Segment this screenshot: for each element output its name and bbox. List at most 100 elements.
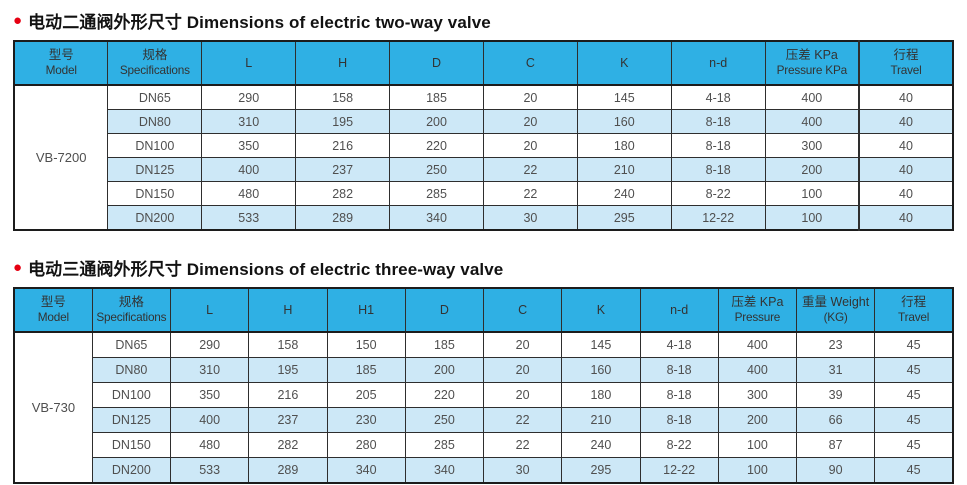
spec-cell: DN150 xyxy=(91,432,172,458)
value-cell: 100 xyxy=(717,432,798,458)
table-body: VB-7200 DN65 290 158 185 20 145 4-18 400 40 DN80 31… xyxy=(13,84,954,231)
value-cell: 12-22 xyxy=(670,205,766,231)
value-cell: 30 xyxy=(482,457,563,484)
value-cell: 295 xyxy=(576,205,672,231)
value-cell: 216 xyxy=(295,133,391,158)
column-header-line1: 行程 xyxy=(893,48,919,62)
value-cell: 8-18 xyxy=(639,357,719,383)
value-cell: 220 xyxy=(404,382,485,408)
value-cell: 8-22 xyxy=(639,432,719,458)
table-row: DN80 310 195 185 200 20 160 8-18 400 31 45 xyxy=(14,357,954,383)
value-cell: 185 xyxy=(389,84,484,110)
column-header-line1: n-d xyxy=(670,302,689,317)
value-cell: 480 xyxy=(201,181,297,206)
column-header-line1: C xyxy=(525,55,535,70)
column-header-line1: 压差 KPa xyxy=(785,48,838,62)
value-cell: 22 xyxy=(482,157,578,182)
value-cell: 400 xyxy=(764,84,860,110)
table-row: VB-730 DN65 290 158 150 185 20 145 4-18 400 23 45 xyxy=(13,331,954,484)
column-header: 规格 Specifications xyxy=(91,287,172,333)
column-header-line1: 压差 KPa xyxy=(731,295,784,309)
value-cell: 289 xyxy=(248,457,328,484)
value-cell: 300 xyxy=(717,382,798,408)
value-cell: 30 xyxy=(482,205,578,231)
value-cell: 200 xyxy=(764,157,860,182)
value-cell: 533 xyxy=(201,205,297,231)
column-header-line2: Travel xyxy=(890,63,922,77)
value-cell: 8-18 xyxy=(639,407,719,433)
column-header: H xyxy=(248,287,328,333)
bullet-icon: ● xyxy=(13,12,23,29)
table-row: DN150 480 282 285 22 240 8-22 100 40 xyxy=(14,181,954,206)
spec-cell: DN125 xyxy=(91,407,172,433)
value-cell: 310 xyxy=(201,109,297,134)
value-cell: 200 xyxy=(389,109,484,134)
value-cell: 45 xyxy=(874,457,954,484)
column-header: 压差 KPa Pressure KPa xyxy=(764,40,860,86)
column-header: 行程 Travel xyxy=(858,40,954,86)
column-header: L xyxy=(201,40,297,86)
value-cell: 8-18 xyxy=(670,133,766,158)
spec-cell: DN100 xyxy=(91,382,172,408)
table-body: VB-730 DN65 290 158 150 185 20 145 4-18 400 23 45 DN… xyxy=(13,331,954,484)
table-section: ● 电动二通阀外形尺寸 Dimensions of electric two-wa… xyxy=(13,0,955,231)
spec-cell: DN200 xyxy=(91,457,172,484)
value-cell: 180 xyxy=(561,382,641,408)
value-cell: 289 xyxy=(295,205,391,231)
value-cell: 22 xyxy=(482,407,563,433)
value-cell: 195 xyxy=(295,109,391,134)
column-header: 重量 Weight (KG) xyxy=(795,287,876,333)
value-cell: 210 xyxy=(561,407,641,433)
value-cell: 4-18 xyxy=(639,331,719,358)
column-header-line1: C xyxy=(518,302,528,317)
value-cell: 8-18 xyxy=(670,109,766,134)
column-header: H xyxy=(295,40,391,86)
value-cell: 31 xyxy=(795,357,876,383)
column-header: L xyxy=(169,287,250,333)
value-cell: 20 xyxy=(482,331,563,358)
value-cell: 20 xyxy=(482,133,578,158)
section-heading: ● 电动三通阀外形尺寸 Dimensions of electric three-… xyxy=(13,231,955,280)
value-cell: 40 xyxy=(858,205,954,231)
table-row: DN200 533 289 340 30 295 12-22 100 40 xyxy=(14,205,954,231)
spec-cell: DN80 xyxy=(91,357,172,383)
column-header: 压差 KPa Pressure xyxy=(717,287,798,333)
column-header-line1: H xyxy=(283,302,293,317)
value-cell: 20 xyxy=(482,382,563,408)
column-header-line2: Pressure xyxy=(734,310,781,324)
value-cell: 240 xyxy=(576,181,672,206)
value-cell: 200 xyxy=(404,357,485,383)
column-header-line1: H xyxy=(338,55,348,70)
column-header: C xyxy=(482,40,578,86)
column-header-line1: n-d xyxy=(709,55,728,70)
value-cell: 400 xyxy=(201,157,297,182)
value-cell: 285 xyxy=(389,181,484,206)
value-cell: 205 xyxy=(326,382,406,408)
value-cell: 295 xyxy=(561,457,641,484)
column-header: H1 xyxy=(326,287,406,333)
spec-cell: DN150 xyxy=(107,181,203,206)
column-header-line2: (KG) xyxy=(823,310,848,324)
value-cell: 340 xyxy=(404,457,485,484)
bullet-icon: ● xyxy=(13,259,23,276)
value-cell: 185 xyxy=(326,357,406,383)
spec-cell: DN65 xyxy=(91,331,172,358)
column-header: K xyxy=(561,287,641,333)
value-cell: 350 xyxy=(169,382,250,408)
column-header-line2: Pressure KPa xyxy=(776,63,848,77)
table-row: DN80 310 195 200 20 160 8-18 400 40 xyxy=(14,109,954,134)
value-cell: 8-22 xyxy=(670,181,766,206)
column-header-line2: Specifications xyxy=(119,63,190,77)
spec-cell: DN80 xyxy=(107,109,203,134)
value-cell: 45 xyxy=(874,382,954,408)
value-cell: 340 xyxy=(389,205,484,231)
value-cell: 87 xyxy=(795,432,876,458)
column-header-line1: 规格 xyxy=(118,295,144,309)
column-header: 型号 Model xyxy=(13,40,109,86)
